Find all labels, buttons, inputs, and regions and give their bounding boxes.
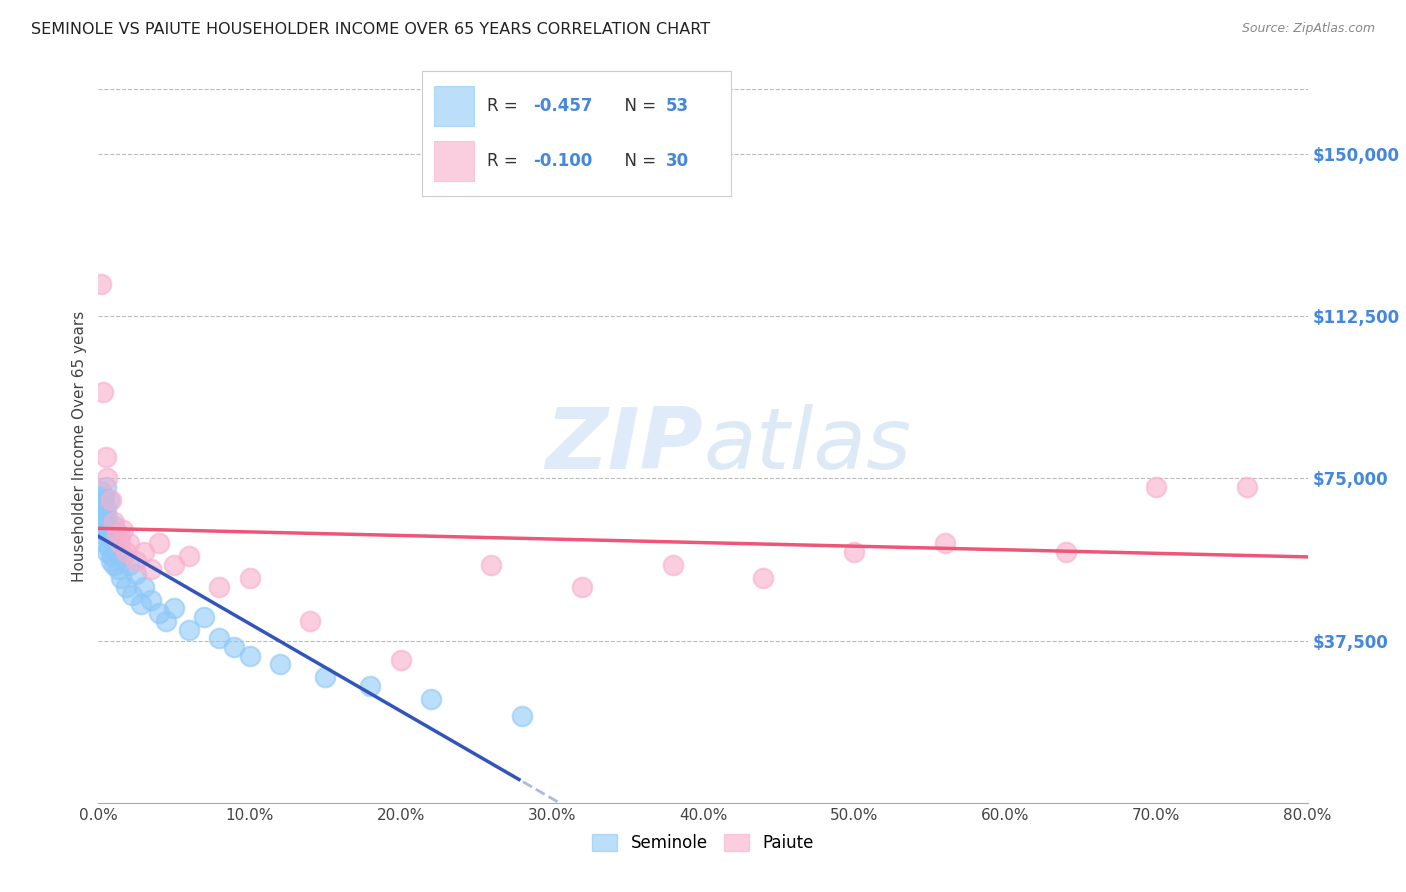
Point <box>934 536 956 550</box>
Point <box>193 610 215 624</box>
Point <box>93 489 115 503</box>
Point <box>129 597 152 611</box>
Point <box>100 524 122 538</box>
Y-axis label: Householder Income Over 65 years: Householder Income Over 65 years <box>72 310 87 582</box>
Point <box>96 519 118 533</box>
Point <box>103 515 125 529</box>
Point <box>96 471 118 485</box>
Point <box>100 493 122 508</box>
Point <box>107 562 129 576</box>
Point <box>360 679 382 693</box>
Point <box>94 480 117 494</box>
Point <box>93 519 115 533</box>
Point <box>179 623 201 637</box>
Text: 53: 53 <box>666 97 689 115</box>
Point <box>94 536 117 550</box>
Point <box>1054 545 1077 559</box>
Point <box>91 524 114 538</box>
Point <box>93 527 115 541</box>
Point <box>90 515 112 529</box>
Point <box>114 580 136 594</box>
Point <box>108 527 131 541</box>
Point <box>420 692 443 706</box>
Point <box>132 545 155 559</box>
Point <box>239 571 262 585</box>
Point <box>132 580 155 594</box>
Point <box>314 670 336 684</box>
Text: 30: 30 <box>666 153 689 170</box>
Point <box>510 709 533 723</box>
Point <box>104 536 127 550</box>
Point <box>571 580 593 594</box>
Point <box>208 632 231 646</box>
Point <box>105 527 128 541</box>
Point <box>114 545 136 559</box>
Text: -0.457: -0.457 <box>533 97 593 115</box>
Point <box>1236 480 1258 494</box>
Text: R =: R = <box>486 153 523 170</box>
Point <box>125 553 148 567</box>
Point <box>96 510 118 524</box>
FancyBboxPatch shape <box>434 141 474 181</box>
Point <box>163 558 186 572</box>
Point <box>96 545 118 559</box>
Point <box>101 549 124 564</box>
Point <box>105 545 128 559</box>
Point <box>98 493 121 508</box>
FancyBboxPatch shape <box>434 87 474 127</box>
Text: N =: N = <box>613 97 661 115</box>
Point <box>94 515 117 529</box>
Text: R =: R = <box>486 97 523 115</box>
Text: atlas: atlas <box>703 404 911 488</box>
Point <box>148 606 170 620</box>
Point <box>752 571 775 585</box>
Point <box>141 592 163 607</box>
Text: ZIP: ZIP <box>546 404 703 488</box>
Point <box>111 524 134 538</box>
Point <box>224 640 246 654</box>
Point <box>118 558 141 572</box>
Point <box>125 566 148 581</box>
Point <box>90 484 112 499</box>
Point <box>118 536 141 550</box>
Legend: Seminole, Paiute: Seminole, Paiute <box>585 827 821 859</box>
Text: -0.100: -0.100 <box>533 153 592 170</box>
Point <box>93 506 115 520</box>
Point <box>101 532 124 546</box>
Point <box>299 614 322 628</box>
Point <box>269 657 291 672</box>
Point <box>108 536 131 550</box>
Point <box>208 580 231 594</box>
Point <box>103 558 125 572</box>
Point <box>179 549 201 564</box>
Text: Source: ZipAtlas.com: Source: ZipAtlas.com <box>1241 22 1375 36</box>
Point <box>103 519 125 533</box>
Point <box>148 536 170 550</box>
Point <box>155 614 177 628</box>
Point <box>121 588 143 602</box>
Point <box>94 450 117 464</box>
Point <box>389 653 412 667</box>
Point <box>481 558 503 572</box>
Point <box>94 501 117 516</box>
Text: SEMINOLE VS PAIUTE HOUSEHOLDER INCOME OVER 65 YEARS CORRELATION CHART: SEMINOLE VS PAIUTE HOUSEHOLDER INCOME OV… <box>31 22 710 37</box>
Point <box>93 497 115 511</box>
Point <box>100 553 122 567</box>
Point <box>91 510 114 524</box>
Point <box>163 601 186 615</box>
Point <box>141 562 163 576</box>
Point <box>90 277 112 291</box>
Point <box>98 541 121 555</box>
Point <box>844 545 866 559</box>
Point <box>661 558 683 572</box>
Point <box>111 549 134 564</box>
Point <box>110 571 132 585</box>
Point <box>89 501 111 516</box>
Point <box>91 384 114 399</box>
Point <box>239 648 262 663</box>
Text: N =: N = <box>613 153 661 170</box>
Point <box>1144 480 1167 494</box>
Point <box>91 493 114 508</box>
Point <box>98 527 121 541</box>
